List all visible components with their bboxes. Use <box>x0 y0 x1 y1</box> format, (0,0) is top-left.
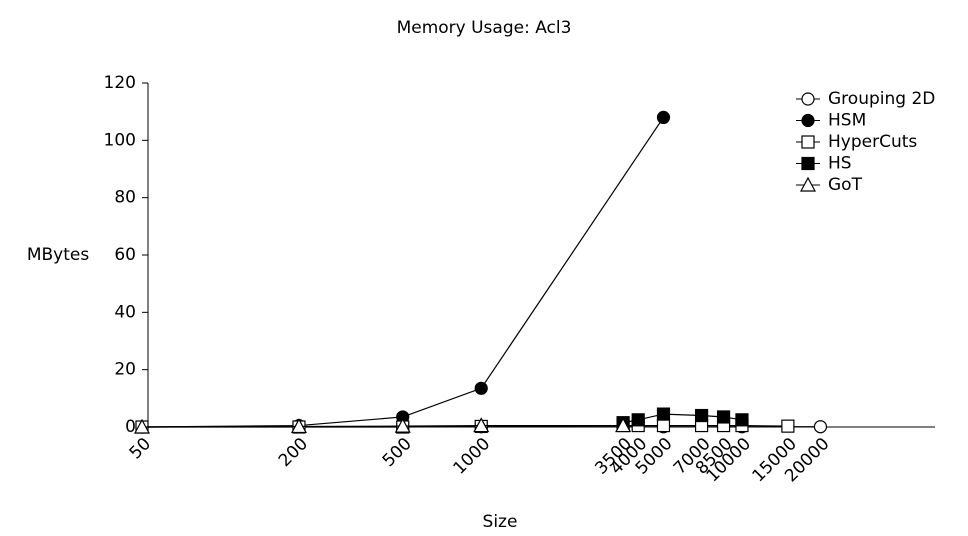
data-point <box>656 110 671 125</box>
data-point <box>290 418 307 434</box>
data-point <box>631 413 645 427</box>
legend-label: GoT <box>828 175 863 195</box>
y-tick-label: 0 <box>125 417 136 437</box>
data-point <box>656 407 671 421</box>
data-point <box>656 418 671 433</box>
x-tick-label: 1000 <box>450 434 495 479</box>
data-point <box>694 408 709 423</box>
legend-label: HyperCuts <box>828 132 917 152</box>
y-tick-label: 100 <box>104 130 136 150</box>
x-tick-label: 200 <box>275 434 312 471</box>
chart-title: Memory Usage: Acl3 <box>397 18 572 38</box>
legend-marker <box>801 156 815 171</box>
legend-marker <box>799 176 817 192</box>
data-point <box>735 413 749 427</box>
x-tick-label: 50 <box>126 434 155 463</box>
x-tick-label: 500 <box>379 434 416 471</box>
y-tick-label: 80 <box>114 188 136 208</box>
legend-marker <box>801 135 815 149</box>
data-point <box>394 417 411 433</box>
data-point <box>716 410 731 424</box>
y-axis-label: MBytes <box>27 245 90 265</box>
legend-marker <box>801 92 815 106</box>
y-tick-label: 40 <box>114 302 136 322</box>
series-line <box>141 117 664 428</box>
data-point <box>133 418 151 434</box>
data-point <box>615 417 632 433</box>
y-tick-label: 120 <box>104 73 136 93</box>
legend-label: Grouping 2D <box>828 89 935 109</box>
y-tick-label: 60 <box>114 245 136 265</box>
legend-marker <box>801 113 815 128</box>
data-point <box>781 419 795 433</box>
data-point <box>813 420 828 434</box>
legend-label: HSM <box>828 111 866 131</box>
x-axis-label: Size <box>483 512 518 532</box>
data-point <box>473 417 490 433</box>
legend-label: HS <box>828 154 852 174</box>
data-point <box>474 381 488 395</box>
y-tick-label: 20 <box>114 360 136 380</box>
